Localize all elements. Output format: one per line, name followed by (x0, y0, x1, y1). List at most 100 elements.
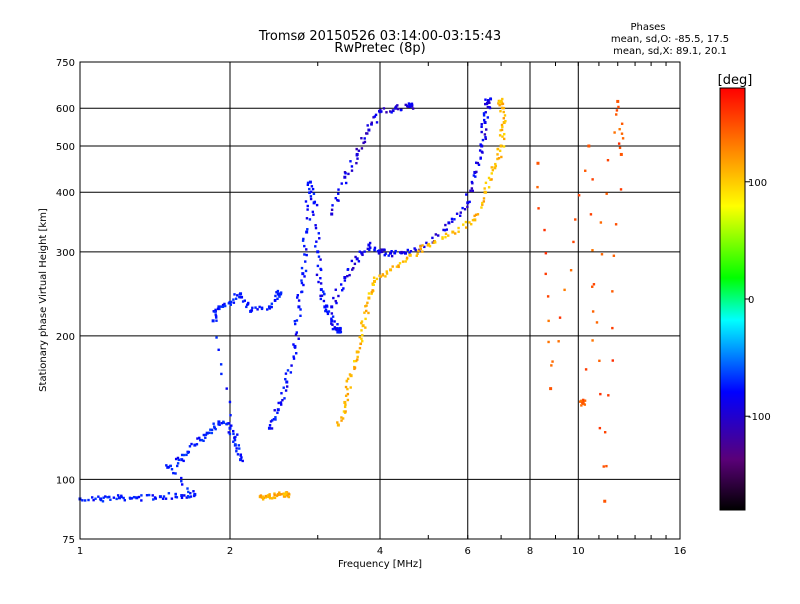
data-point (180, 480, 183, 483)
data-point (165, 464, 168, 467)
data-point (281, 398, 284, 402)
data-point (308, 218, 312, 221)
data-point (599, 392, 602, 396)
data-point (192, 490, 195, 493)
data-point (580, 404, 583, 407)
data-point (494, 162, 497, 166)
data-point (598, 426, 602, 430)
data-point (367, 311, 370, 315)
data-point (370, 123, 373, 126)
data-point (239, 453, 243, 456)
data-point (390, 111, 393, 114)
data-point (357, 149, 361, 152)
data-point (370, 291, 373, 294)
data-point (187, 490, 190, 494)
data-point (477, 163, 481, 166)
data-point (282, 386, 285, 389)
y-tick-label: 500 (56, 142, 75, 153)
data-point (391, 265, 394, 268)
data-point (390, 254, 394, 258)
data-point (466, 205, 469, 208)
data-point (186, 495, 190, 498)
data-point (295, 331, 298, 334)
data-point (284, 377, 287, 381)
data-point (480, 125, 483, 128)
data-point (499, 144, 503, 148)
data-point (431, 236, 434, 240)
data-point (232, 432, 235, 436)
data-point (503, 132, 506, 136)
data-point (380, 248, 384, 251)
y-axis-ticks: 75 100 200 300 400 500 600 750 (56, 58, 75, 546)
data-point (403, 251, 407, 255)
data-point (186, 487, 189, 490)
data-point (486, 105, 490, 109)
stats-line-x: mean, sd,X: 89.1, 20.1 (613, 46, 727, 57)
x-tick-label: 2 (227, 546, 233, 557)
data-point (344, 394, 348, 398)
data-point (373, 279, 377, 283)
data-point (305, 248, 308, 251)
data-point (158, 495, 162, 499)
data-point (189, 495, 193, 498)
data-point (304, 260, 307, 263)
data-point (315, 273, 319, 277)
data-point (468, 200, 471, 204)
data-point (180, 458, 184, 462)
data-point (202, 439, 205, 443)
data-point (408, 253, 411, 256)
data-point (177, 458, 181, 462)
data-point (480, 206, 483, 209)
data-point (287, 492, 290, 495)
data-point (461, 206, 464, 210)
data-point (301, 239, 305, 242)
data-point (617, 105, 620, 109)
data-point (489, 97, 492, 101)
data-point (369, 246, 372, 249)
data-point (327, 310, 331, 313)
data-point (268, 307, 271, 310)
data-point (363, 250, 366, 253)
data-point (367, 296, 371, 300)
data-point (167, 465, 170, 469)
data-point (267, 426, 271, 430)
data-point (316, 250, 320, 254)
data-point (419, 247, 423, 251)
data-point (599, 221, 603, 224)
data-point (212, 425, 216, 428)
data-point (268, 496, 272, 500)
data-point (208, 431, 211, 435)
data-point (317, 280, 320, 284)
data-point (350, 165, 354, 168)
data-point (300, 279, 303, 282)
data-point (580, 399, 583, 403)
data-point (182, 459, 185, 463)
data-point (356, 157, 359, 160)
data-point (102, 496, 105, 499)
data-point (618, 146, 622, 150)
data-point (381, 250, 384, 254)
data-point (481, 151, 484, 154)
data-point (240, 296, 244, 299)
data-point (375, 277, 379, 281)
data-point (216, 307, 220, 311)
data-point (97, 495, 100, 498)
data-point (278, 491, 281, 494)
data-point (360, 329, 363, 332)
data-point (346, 274, 349, 278)
data-point (501, 97, 504, 101)
data-point (360, 321, 363, 325)
data-point (373, 246, 377, 250)
data-point (235, 447, 238, 450)
data-point (341, 289, 344, 292)
data-point (501, 135, 504, 138)
data-point (283, 495, 286, 498)
data-point (331, 327, 335, 331)
data-point (587, 144, 591, 148)
data-point (331, 323, 334, 326)
data-point (228, 432, 232, 436)
data-point (315, 203, 319, 207)
data-point (504, 119, 507, 123)
data-point (318, 237, 321, 240)
data-point (582, 398, 585, 402)
